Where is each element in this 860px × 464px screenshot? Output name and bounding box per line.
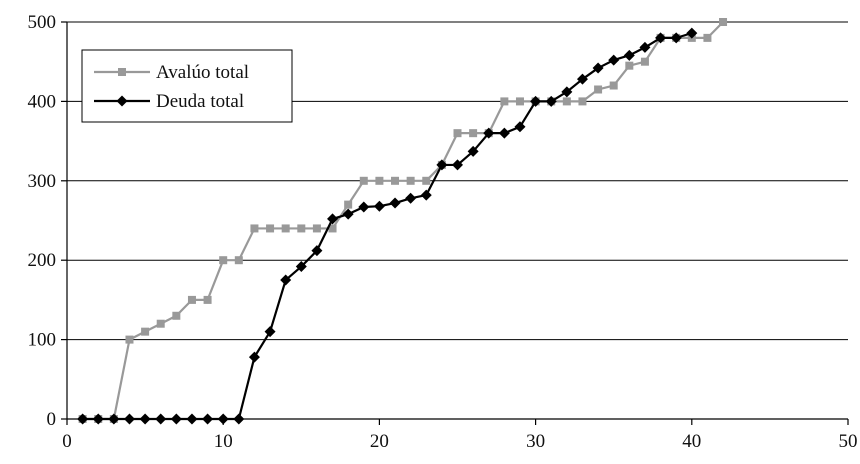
data-point-s1-8: [202, 413, 214, 425]
data-point-s0-12: [266, 224, 275, 233]
data-point-s0-21: [406, 176, 415, 185]
data-point-s0-24: [453, 129, 462, 138]
data-point-s1-36: [639, 41, 651, 53]
data-point-s0-13: [281, 224, 290, 233]
data-point-s1-37: [655, 32, 667, 44]
x-tick-label-30: 30: [526, 431, 545, 452]
series-layer: [77, 18, 728, 425]
data-point-s1-28: [514, 121, 526, 133]
data-point-s0-25: [469, 129, 478, 138]
data-point-s1-0: [77, 413, 89, 425]
data-point-s1-20: [389, 197, 401, 209]
data-point-s0-4: [141, 327, 150, 336]
data-point-s1-24: [452, 159, 463, 171]
data-point-s1-38: [670, 32, 682, 44]
data-point-s0-11: [250, 224, 259, 233]
legend-label-0: Avalúo total: [156, 62, 249, 83]
data-point-s0-8: [203, 295, 212, 304]
x-tick-label-50: 50: [839, 431, 858, 452]
data-point-s0-31: [562, 97, 571, 106]
legend-swatch-marker-0: [118, 68, 126, 76]
data-point-s1-33: [592, 62, 604, 74]
data-point-s1-13: [280, 274, 292, 286]
data-point-s0-32: [578, 97, 587, 106]
data-point-s0-35: [625, 61, 634, 70]
y-tick-label-400: 400: [28, 91, 57, 112]
data-point-s0-28: [515, 97, 524, 106]
data-point-s1-31: [561, 86, 573, 98]
data-point-s0-20: [391, 176, 400, 185]
data-point-s1-17: [342, 208, 354, 220]
data-point-s0-9: [219, 256, 228, 265]
data-point-s1-25: [467, 145, 479, 157]
axes: 0 100 200 300 400 500 0 10 20 30 40 50: [28, 12, 858, 452]
data-point-s1-23: [436, 159, 448, 171]
data-point-s1-2: [108, 413, 120, 425]
data-point-s0-18: [359, 176, 368, 185]
data-point-s1-15: [311, 245, 323, 257]
data-point-s1-27: [498, 127, 510, 139]
x-tick-label-40: 40: [682, 431, 701, 452]
data-point-s1-34: [608, 54, 620, 66]
x-tick-label-10: 10: [214, 431, 233, 452]
data-point-s0-14: [297, 224, 306, 233]
data-point-s1-30: [545, 95, 557, 107]
data-point-s0-33: [594, 85, 603, 94]
data-point-s0-15: [312, 224, 321, 233]
legend-box: [81, 49, 293, 123]
data-point-s0-19: [375, 176, 384, 185]
data-point-s0-34: [609, 81, 618, 90]
y-tick-label-200: 200: [28, 250, 57, 271]
data-point-s1-10: [233, 413, 245, 425]
legend-label-1: Deuda total: [156, 91, 244, 112]
data-point-s0-7: [187, 295, 196, 304]
data-point-s1-39: [686, 27, 698, 39]
x-tick-label-0: 0: [62, 431, 72, 452]
data-point-s1-9: [217, 413, 229, 425]
data-point-s1-35: [623, 49, 635, 61]
series-deuda-total: [77, 27, 698, 425]
data-point-s1-11: [248, 351, 260, 363]
y-tick-label-100: 100: [28, 330, 57, 351]
legend-item-1: Deuda total: [94, 91, 244, 112]
x-tick-label-20: 20: [370, 431, 389, 452]
legend: Avalúo total Deuda total: [81, 49, 293, 123]
data-point-s0-27: [500, 97, 509, 106]
data-point-s1-6: [170, 413, 182, 425]
data-point-s1-12: [264, 326, 276, 338]
data-point-s0-17: [344, 200, 353, 209]
data-point-s1-5: [155, 413, 167, 425]
data-point-s0-5: [156, 319, 165, 328]
data-point-s1-16: [327, 213, 339, 225]
data-point-s0-3: [125, 335, 134, 344]
data-point-s1-1: [92, 413, 104, 425]
data-point-s1-14: [295, 261, 307, 273]
data-point-s0-36: [640, 57, 649, 66]
data-point-s1-21: [405, 192, 417, 204]
series-line-1: [82, 32, 693, 421]
data-point-s1-19: [373, 200, 385, 212]
data-point-s1-18: [358, 201, 370, 213]
data-point-s1-32: [576, 73, 588, 85]
data-point-s0-41: [719, 18, 728, 26]
data-point-s1-26: [483, 127, 495, 139]
data-point-s1-29: [530, 95, 542, 107]
y-tick-label-0: 0: [47, 409, 57, 430]
y-tick-label-300: 300: [28, 171, 57, 192]
legend-swatch-marker-1: [116, 95, 128, 107]
data-point-s1-3: [123, 413, 135, 425]
data-point-s0-16: [328, 224, 337, 233]
y-tick-label-500: 500: [28, 12, 57, 33]
data-point-s0-6: [172, 311, 181, 320]
data-point-s0-40: [703, 33, 712, 42]
legend-item-0: Avalúo total: [94, 62, 249, 83]
data-point-s0-22: [422, 176, 431, 185]
data-point-s0-10: [234, 256, 243, 265]
data-point-s1-7: [186, 413, 198, 425]
data-point-s1-4: [139, 413, 151, 425]
data-point-s1-22: [420, 189, 432, 201]
